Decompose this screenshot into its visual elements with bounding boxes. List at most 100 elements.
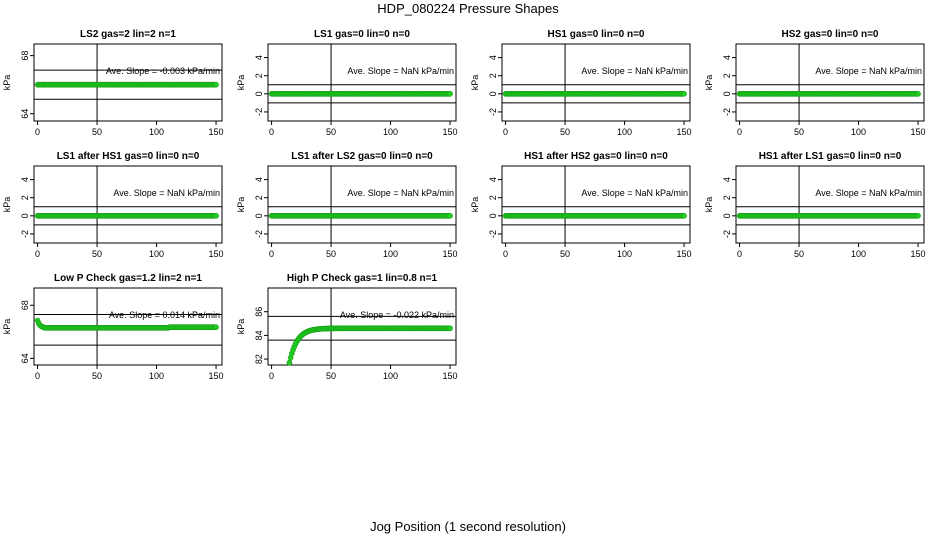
- panel-title: HS1 after LS1 gas=0 lin=0 n=0: [759, 151, 902, 162]
- y-axis-label: kPa: [236, 75, 246, 91]
- y-axis-label: kPa: [470, 197, 480, 213]
- y-tick-label: 4: [20, 177, 30, 182]
- x-tick-label: 100: [383, 127, 398, 137]
- data-point: [447, 212, 453, 219]
- panel-7: HS1 after HS2 gas=0 lin=0 n=0 0 50 100 150 -2…: [470, 151, 692, 259]
- x-tick-label: 50: [92, 371, 102, 381]
- y-tick-label: 2: [488, 73, 498, 78]
- y-tick-label: 0: [254, 91, 264, 96]
- panel-title: HS2 gas=0 lin=0 n=0: [782, 29, 879, 40]
- slope-annotation: Ave. Slope = NaN kPa/min: [581, 188, 688, 198]
- plot-frame: [501, 165, 691, 244]
- y-tick-label: -2: [20, 230, 30, 238]
- panel-title: High P Check gas=1 lin=0.8 n=1: [287, 273, 438, 284]
- y-tick-label: 0: [254, 213, 264, 218]
- x-tick-label: 150: [209, 249, 224, 259]
- data-point: [447, 90, 453, 97]
- x-tick-label: 50: [560, 249, 570, 259]
- plot-frame: [267, 43, 457, 122]
- x-tick-label: 50: [560, 127, 570, 137]
- y-tick-label: 0: [722, 213, 732, 218]
- x-tick-label: 100: [851, 127, 866, 137]
- y-tick-label: 2: [722, 73, 732, 78]
- panel-6: LS1 after LS2 gas=0 lin=0 n=0 0 50 100 150 -2…: [236, 151, 458, 259]
- slope-annotation: Ave. Slope = -0.022 kPa/min: [340, 310, 454, 320]
- y-tick-label: -2: [722, 108, 732, 116]
- x-tick-label: 50: [92, 249, 102, 259]
- panel-10: High P Check gas=1 lin=0.8 n=1 0 50 100 150 8…: [236, 273, 458, 381]
- y-axis-label: kPa: [704, 75, 714, 91]
- slope-annotation: Ave. Slope = 0.014 kPa/min: [109, 310, 220, 320]
- y-axis-label: kPa: [236, 319, 246, 335]
- slope-annotation: Ave. Slope = NaN kPa/min: [815, 66, 922, 76]
- x-tick-label: 0: [503, 127, 508, 137]
- slope-annotation: Ave. Slope = NaN kPa/min: [113, 188, 220, 198]
- y-tick-label: 4: [722, 55, 732, 60]
- panel-5: LS1 after HS1 gas=0 lin=0 n=0 0 50 100 150 -2…: [2, 151, 224, 259]
- x-tick-label: 100: [383, 249, 398, 259]
- y-tick-label: 68: [20, 300, 30, 310]
- y-axis-label: kPa: [2, 197, 12, 213]
- y-tick-label: 0: [488, 91, 498, 96]
- panel-title: HS1 gas=0 lin=0 n=0: [548, 29, 645, 40]
- panel-title: LS1 gas=0 lin=0 n=0: [314, 29, 410, 40]
- x-tick-label: 150: [677, 249, 692, 259]
- data-point: [213, 324, 219, 331]
- y-tick-label: 82: [254, 354, 264, 364]
- x-tick-label: 150: [911, 127, 926, 137]
- x-tick-label: 100: [149, 127, 164, 137]
- y-tick-label: 84: [254, 330, 264, 340]
- x-tick-label: 150: [677, 127, 692, 137]
- slope-annotation: Ave. Slope = NaN kPa/min: [347, 188, 454, 198]
- x-tick-label: 150: [443, 127, 458, 137]
- x-tick-label: 0: [35, 371, 40, 381]
- slope-annotation: Ave. Slope = NaN kPa/min: [815, 188, 922, 198]
- x-tick-label: 50: [326, 249, 336, 259]
- slope-annotation: Ave. Slope = NaN kPa/min: [347, 66, 454, 76]
- x-tick-label: 100: [617, 127, 632, 137]
- panel-title: Low P Check gas=1.2 lin=2 n=1: [54, 273, 202, 284]
- x-tick-label: 50: [794, 249, 804, 259]
- y-tick-label: -2: [254, 230, 264, 238]
- slope-annotation: Ave. Slope = -0.003 kPa/min: [106, 66, 220, 76]
- x-tick-label: 0: [269, 127, 274, 137]
- y-axis-label: kPa: [704, 197, 714, 213]
- y-axis-label: kPa: [2, 75, 12, 91]
- panel-8: HS1 after LS1 gas=0 lin=0 n=0 0 50 100 150 -2…: [704, 151, 926, 259]
- y-tick-label: 0: [488, 213, 498, 218]
- y-tick-label: 4: [722, 177, 732, 182]
- y-tick-label: 4: [488, 177, 498, 182]
- y-tick-label: 4: [254, 177, 264, 182]
- y-tick-label: 0: [20, 213, 30, 218]
- y-tick-label: 0: [722, 91, 732, 96]
- plot-frame: [267, 287, 457, 366]
- y-axis-label: kPa: [2, 319, 12, 335]
- data-point: [681, 212, 687, 219]
- panel-3: HS1 gas=0 lin=0 n=0 0 50 100 150 -2 0 2 4 kPa Ave.…: [470, 29, 692, 137]
- plot-frame: [735, 43, 925, 122]
- y-axis-label: kPa: [470, 75, 480, 91]
- page-title: HDP_080224 Pressure Shapes: [377, 1, 559, 16]
- panel-9: Low P Check gas=1.2 lin=2 n=1 0 50 100 150 64…: [2, 273, 224, 381]
- data-point: [213, 212, 219, 219]
- x-tick-label: 0: [737, 127, 742, 137]
- data-point: [915, 90, 921, 97]
- x-tick-label: 150: [443, 371, 458, 381]
- plot-frame: [33, 165, 223, 244]
- panel-title: LS1 after HS1 gas=0 lin=0 n=0: [57, 151, 200, 162]
- x-tick-label: 150: [443, 249, 458, 259]
- x-tick-label: 100: [383, 371, 398, 381]
- data-point: [447, 325, 453, 332]
- y-tick-label: 68: [20, 51, 30, 61]
- y-tick-label: 2: [254, 73, 264, 78]
- y-tick-label: -2: [488, 108, 498, 116]
- x-tick-label: 150: [209, 127, 224, 137]
- plot-frame: [33, 43, 223, 122]
- panel-2: LS1 gas=0 lin=0 n=0 0 50 100 150 -2 0 2 4 kPa Ave.…: [236, 29, 458, 137]
- data-point: [286, 359, 293, 366]
- data-point: [681, 90, 687, 97]
- x-tick-label: 50: [92, 127, 102, 137]
- y-tick-label: 4: [488, 55, 498, 60]
- data-point: [915, 212, 921, 219]
